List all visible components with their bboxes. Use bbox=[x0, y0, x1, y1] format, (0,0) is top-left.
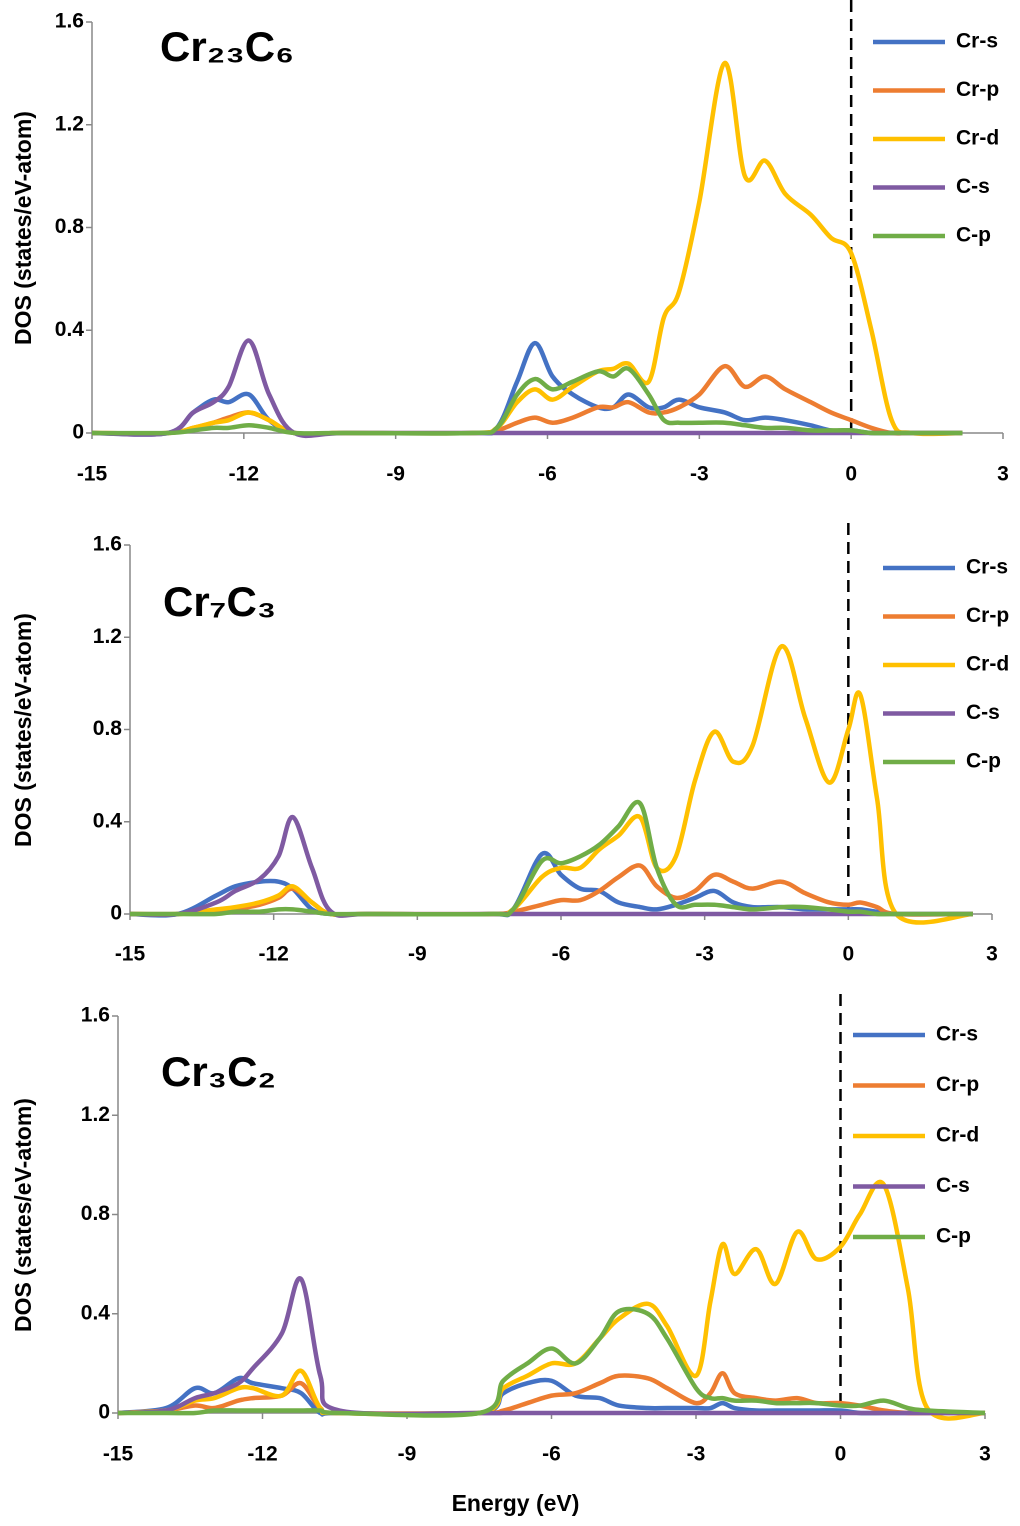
dos-line bbox=[117, 1179, 986, 1421]
legend-label: C-p bbox=[936, 1225, 971, 1248]
y-tick-label: 0.8 bbox=[93, 717, 123, 740]
legend-label: Cr-s bbox=[966, 556, 1008, 579]
x-tick-label: 0 bbox=[845, 463, 857, 486]
legend-label: C-s bbox=[936, 1174, 970, 1197]
legend-label: Cr-p bbox=[936, 1073, 979, 1096]
y-tick-label: 1.6 bbox=[81, 1004, 110, 1027]
y-tick-label: 1.6 bbox=[55, 10, 84, 33]
x-tick-label: -6 bbox=[542, 1443, 561, 1466]
dos-line bbox=[129, 814, 973, 918]
chart-title: Cr₂₃C₆ bbox=[160, 23, 294, 70]
legend-label: Cr-s bbox=[956, 30, 998, 53]
y-tick-label: 1.2 bbox=[81, 1103, 110, 1126]
x-tick-label: -12 bbox=[258, 943, 288, 966]
x-tick-label: 0 bbox=[842, 943, 854, 966]
x-tick-label: -3 bbox=[690, 463, 709, 486]
y-axis-label: DOS (states/eV-atom) bbox=[10, 111, 36, 345]
legend-label: C-s bbox=[966, 701, 1000, 724]
dos-line bbox=[91, 366, 963, 436]
y-tick-label: 1.2 bbox=[55, 112, 84, 135]
y-tick-label: 0.8 bbox=[81, 1202, 111, 1225]
y-axis-label: DOS (states/eV-atom) bbox=[10, 613, 36, 847]
x-tick-label: 3 bbox=[979, 1443, 991, 1466]
legend-label: Cr-s bbox=[936, 1023, 978, 1046]
y-tick-label: 0 bbox=[72, 421, 84, 444]
chart-title: Cr₃C₂ bbox=[161, 1048, 276, 1095]
x-tick-label: -3 bbox=[687, 1443, 706, 1466]
dos-line bbox=[91, 60, 963, 437]
x-tick-label: -6 bbox=[538, 463, 557, 486]
x-tick-label: -12 bbox=[247, 1443, 277, 1466]
y-axis-label: DOS (states/eV-atom) bbox=[10, 1098, 36, 1332]
x-tick-label: 3 bbox=[986, 943, 998, 966]
y-tick-label: 0 bbox=[98, 1401, 110, 1424]
x-tick-label: 0 bbox=[835, 1443, 847, 1466]
y-tick-label: 0 bbox=[110, 902, 122, 925]
y-tick-label: 0.4 bbox=[81, 1301, 111, 1324]
legend-label: C-p bbox=[956, 224, 991, 247]
x-axis-label: Energy (eV) bbox=[452, 1490, 580, 1516]
dos-line bbox=[129, 799, 973, 917]
legend-label: Cr-d bbox=[936, 1124, 979, 1147]
y-tick-label: 1.2 bbox=[93, 625, 122, 648]
x-tick-label: -6 bbox=[552, 943, 571, 966]
y-tick-label: 0.4 bbox=[93, 809, 123, 832]
dos-line bbox=[91, 338, 963, 439]
chart-title: Cr₇C₃ bbox=[163, 578, 276, 625]
y-tick-label: 1.6 bbox=[93, 533, 122, 556]
y-tick-label: 0.8 bbox=[55, 215, 85, 238]
x-tick-label: -15 bbox=[103, 1443, 134, 1466]
x-tick-label: -15 bbox=[115, 943, 146, 966]
legend-label: Cr-d bbox=[956, 127, 999, 150]
dos-line bbox=[117, 1375, 985, 1417]
x-tick-label: 3 bbox=[997, 463, 1009, 486]
legend-label: C-p bbox=[966, 750, 1001, 773]
legend-label: Cr-p bbox=[966, 604, 1009, 627]
x-tick-label: -9 bbox=[386, 463, 405, 486]
dos-line bbox=[117, 1276, 985, 1417]
x-tick-label: -12 bbox=[229, 463, 259, 486]
x-tick-label: -15 bbox=[77, 463, 108, 486]
y-tick-label: 0.4 bbox=[55, 318, 85, 341]
x-tick-label: -3 bbox=[695, 943, 714, 966]
x-tick-label: -9 bbox=[398, 1443, 417, 1466]
dos-line bbox=[129, 644, 974, 925]
dos-line bbox=[118, 1306, 986, 1418]
legend-label: C-s bbox=[956, 175, 990, 198]
legend-label: Cr-p bbox=[956, 78, 999, 101]
legend-label: Cr-d bbox=[966, 653, 1009, 676]
x-tick-label: -9 bbox=[408, 943, 427, 966]
